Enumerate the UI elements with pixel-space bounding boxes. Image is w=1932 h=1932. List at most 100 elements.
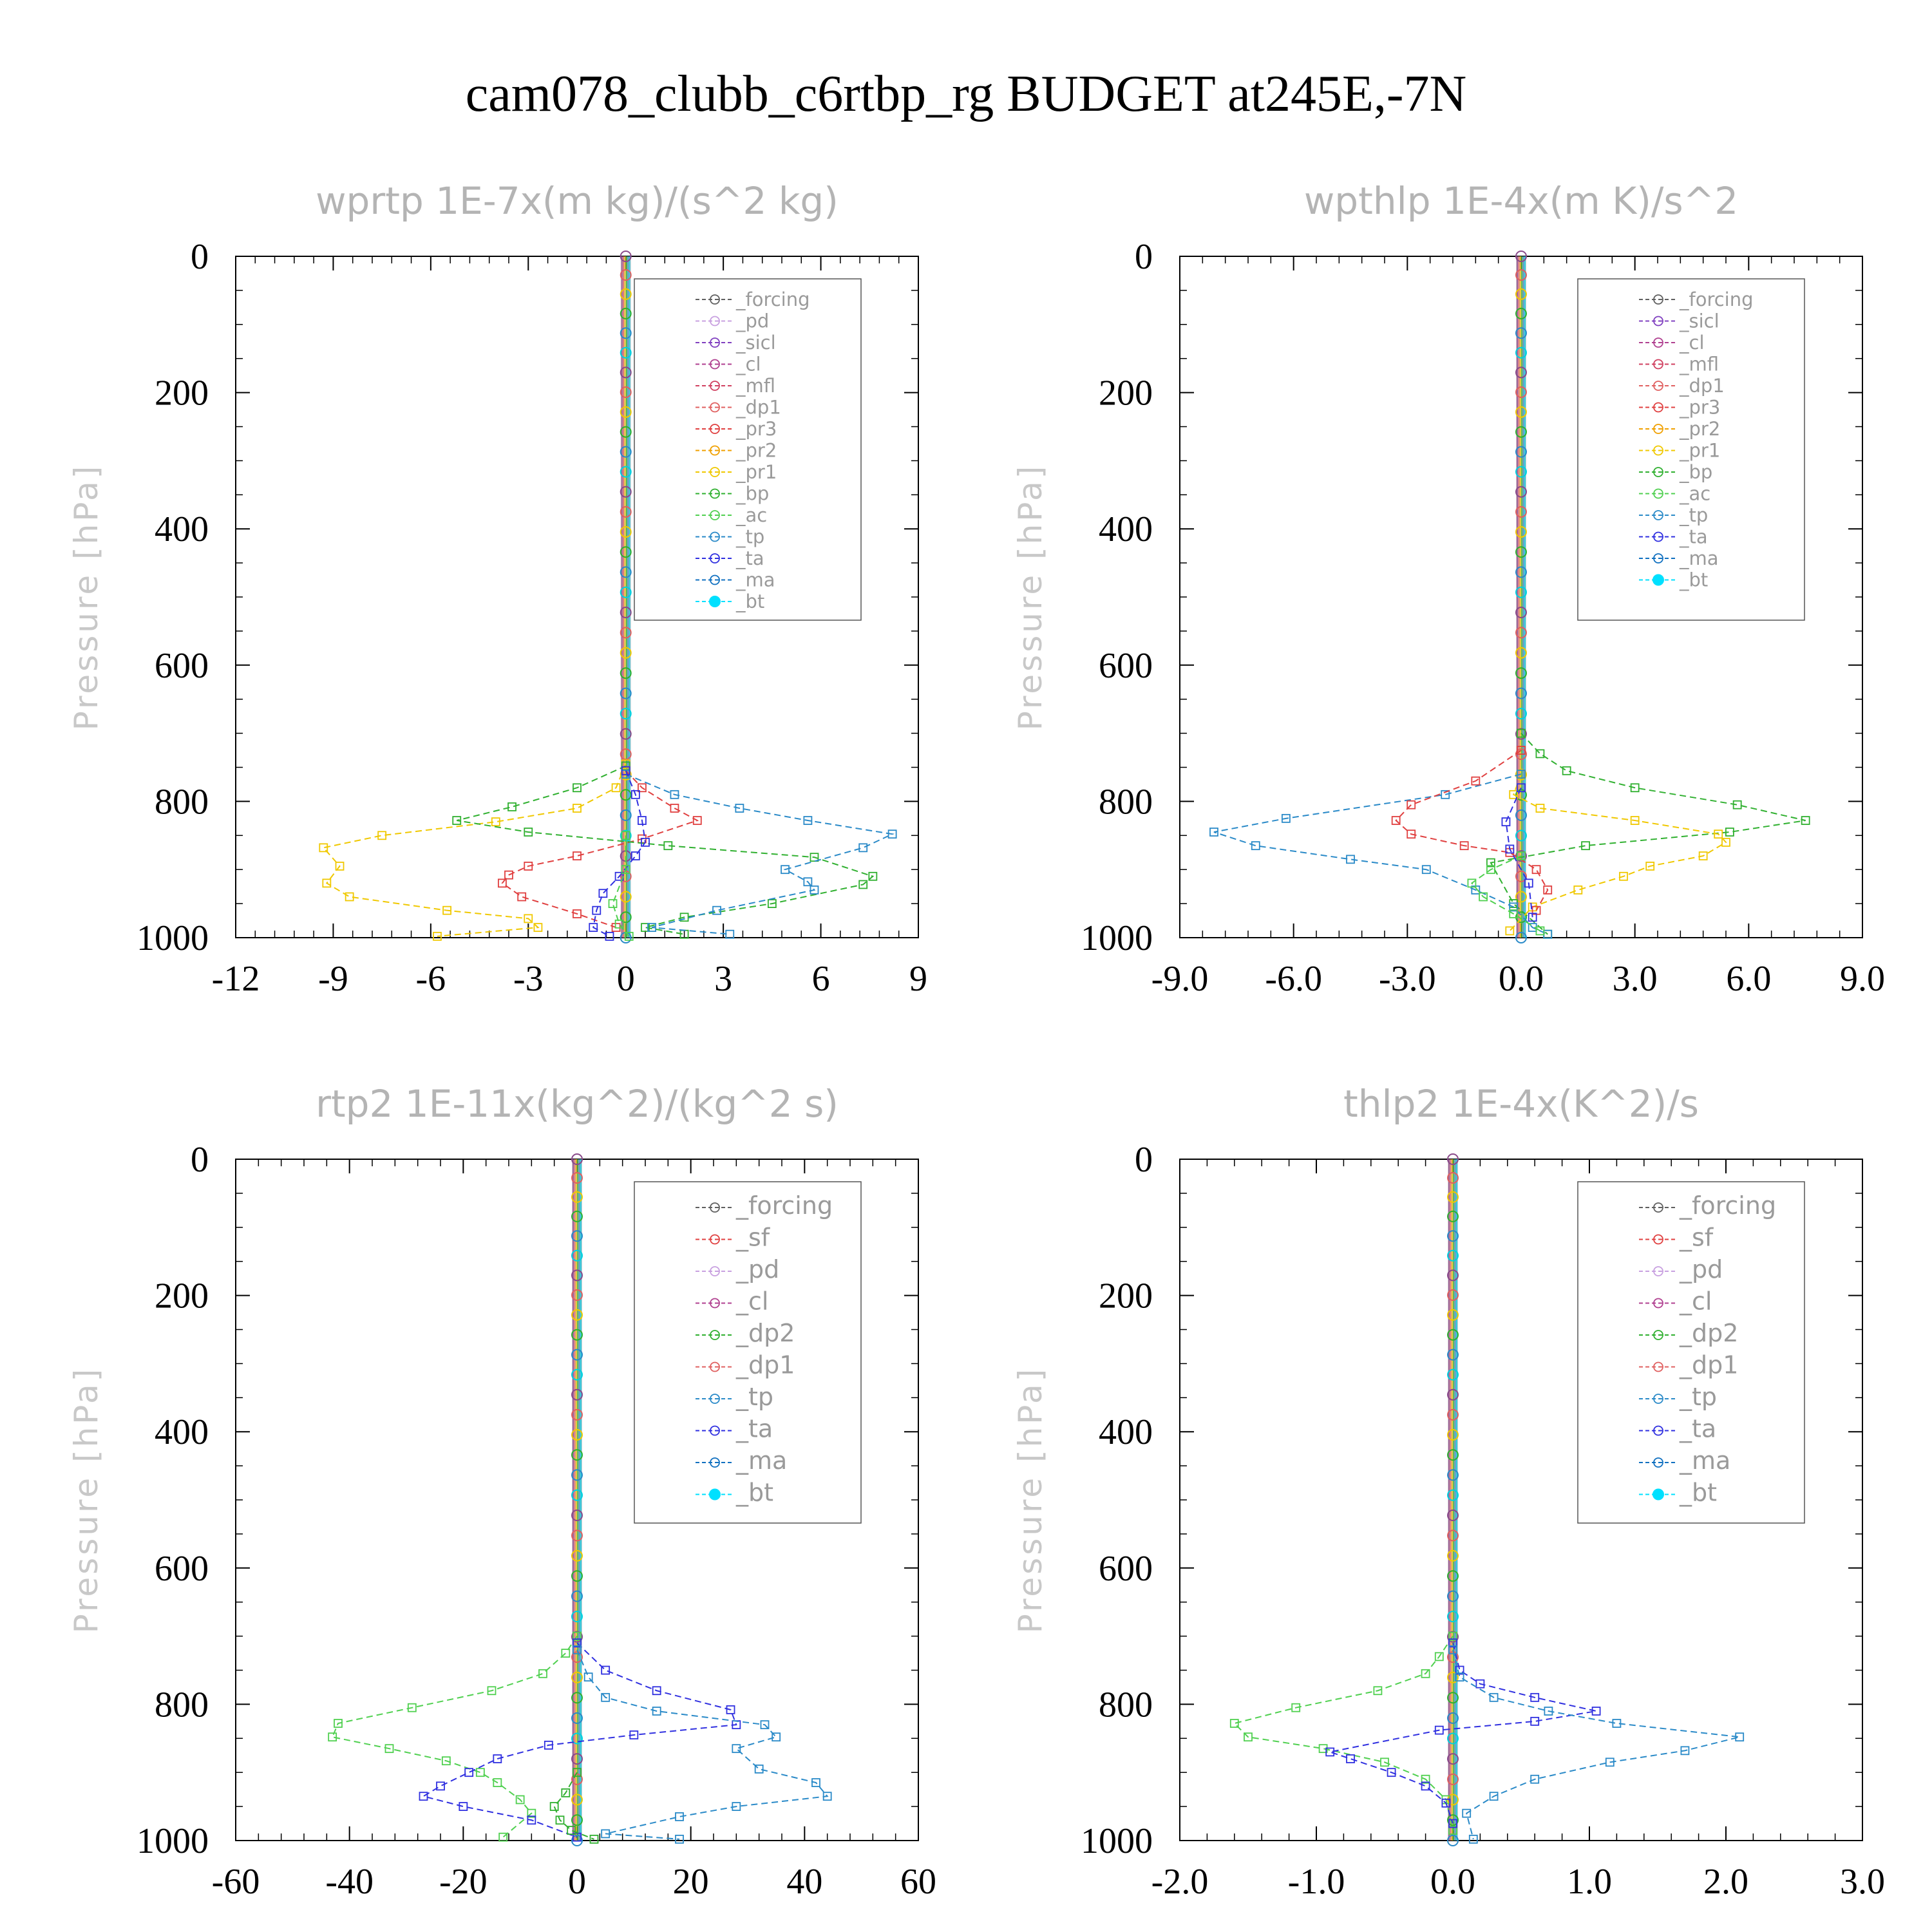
data-point — [822, 1792, 832, 1801]
x-tick-label: 60 — [900, 1862, 936, 1902]
zero-profile-marker — [620, 446, 632, 458]
zero-profile-marker — [1515, 486, 1527, 498]
data-point — [1448, 1638, 1457, 1648]
y-tick-label: 200 — [1099, 1276, 1153, 1316]
data-point — [1462, 1808, 1472, 1818]
legend-entry: _pr3 — [696, 418, 777, 440]
legend-marker — [710, 359, 720, 370]
zero-profile-marker — [1447, 1368, 1459, 1381]
legend-label: _pd — [735, 1255, 779, 1283]
series-line — [625, 773, 895, 935]
data-point — [858, 880, 868, 889]
legend-entry: _ma — [1639, 547, 1719, 569]
zero-profile-marker — [1515, 386, 1527, 399]
legend-marker — [1653, 337, 1663, 348]
zero-profile-marker — [1515, 870, 1527, 882]
series-line — [1490, 732, 1806, 935]
legend-label: _pr2 — [735, 440, 777, 462]
zero-profile-marker — [1515, 446, 1527, 458]
legend-marker — [710, 1425, 720, 1436]
legend-label: _cl — [735, 354, 761, 375]
zero-profile-marker — [620, 789, 632, 801]
legend-label: _tp — [1679, 1383, 1717, 1411]
x-tick-label: 3.0 — [1840, 1862, 1885, 1902]
y-tick-label: 1000 — [137, 1821, 209, 1861]
legend-label: _forcing — [735, 1191, 833, 1220]
data-point — [629, 1730, 639, 1739]
legend-entry: _forcing — [696, 289, 810, 310]
legend-marker — [710, 1202, 720, 1213]
legend-label: _mfl — [735, 375, 775, 397]
zero-profile-marker — [571, 1191, 583, 1203]
data-point — [1281, 813, 1291, 823]
data-point — [735, 804, 744, 813]
data-point — [641, 837, 650, 847]
data-point — [1509, 902, 1519, 912]
data-point — [573, 804, 582, 813]
zero-profile-marker — [1515, 932, 1527, 943]
data-point — [498, 878, 507, 888]
data-point — [377, 831, 387, 840]
data-point — [1406, 829, 1416, 839]
legend-entry: _pd — [1639, 1255, 1723, 1283]
legend-marker — [710, 553, 720, 564]
zero-profile-marker — [571, 1329, 583, 1341]
series-tp — [1209, 770, 1553, 939]
data-point — [1517, 746, 1526, 755]
series-line — [331, 1636, 578, 1838]
zero-profile-marker — [620, 809, 632, 821]
zero-profile-marker — [620, 288, 632, 300]
data-point — [524, 828, 533, 837]
zero-profile-marker — [1447, 1388, 1459, 1401]
figure-title: cam078_clubb_c6rtbp_rg BUDGET at245E,-7N — [466, 66, 1467, 122]
legend-label: _dp2 — [735, 1319, 795, 1347]
y-tick-label: 400 — [155, 509, 209, 549]
legend-entry: _bt — [1639, 569, 1708, 591]
data-point — [1591, 1707, 1601, 1716]
data-point — [1573, 886, 1583, 895]
legend-entry: _dp2 — [1639, 1319, 1738, 1347]
legend-marker — [710, 294, 720, 305]
legend-label: _cl — [735, 1287, 768, 1316]
data-point — [1619, 871, 1628, 881]
legend-label: _bt — [735, 591, 764, 612]
data-point — [1501, 817, 1511, 827]
data-point — [1244, 1732, 1253, 1742]
data-point — [601, 1665, 611, 1675]
legend-label: _bt — [1679, 1479, 1717, 1507]
x-tick-label: 0 — [617, 959, 635, 999]
zero-profile-marker — [1447, 1611, 1459, 1623]
zero-profile-marker — [1515, 687, 1527, 699]
zero-profile-marker — [571, 1712, 583, 1724]
panel-1: wprtp 1E-7x(m kg)/(s^2 kg) Pressure [hPa]… — [68, 179, 927, 999]
legend-entry: _tp — [1639, 504, 1708, 526]
legend-marker — [1653, 510, 1663, 520]
data-point — [1801, 816, 1810, 825]
zero-profile-marker — [571, 1368, 583, 1381]
y-tick-label: 1000 — [137, 918, 209, 958]
data-point — [1517, 783, 1526, 793]
data-point — [1530, 1716, 1540, 1726]
data-point — [647, 923, 656, 933]
legend-label: _pd — [1679, 1255, 1723, 1283]
legend-label: _sf — [735, 1224, 771, 1252]
legend-marker — [1653, 1202, 1663, 1213]
data-point — [459, 1802, 468, 1812]
legend-label: _cl — [1679, 1287, 1712, 1316]
zero-profile-marker — [571, 1814, 583, 1826]
legend-marker — [709, 596, 721, 607]
data-point — [663, 841, 673, 851]
legend: _forcing_sicl_cl_mfl_dp1_pr3_pr2_pr1_bp_… — [1577, 278, 1805, 621]
x-tick-label: -6 — [416, 959, 446, 999]
y-axis-label: Pressure [hPa] — [1012, 464, 1049, 731]
zero-profile-marker — [1515, 406, 1527, 418]
zero-profile-marker — [571, 1269, 583, 1282]
zero-profile-marker — [571, 1249, 583, 1262]
series-line — [322, 763, 627, 937]
data-point — [725, 929, 735, 939]
zero-profile-marker — [620, 251, 632, 262]
legend-label: _sicl — [735, 332, 776, 354]
data-point — [561, 1788, 571, 1797]
series-dp1 — [1229, 1631, 1457, 1835]
